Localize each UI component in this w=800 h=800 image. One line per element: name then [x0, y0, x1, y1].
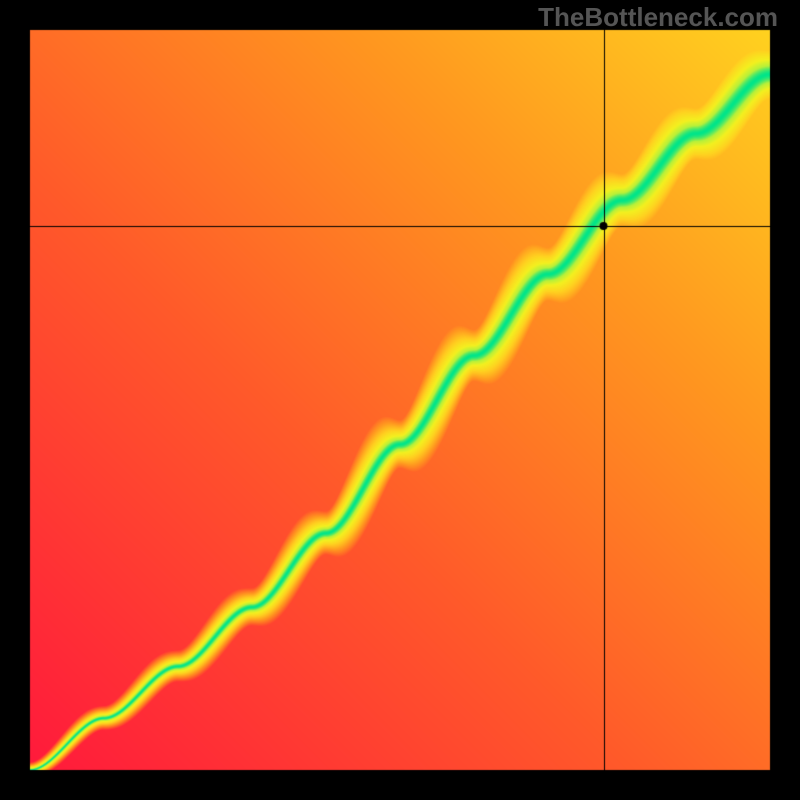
bottleneck-heatmap-canvas — [0, 0, 800, 800]
watermark-text: TheBottleneck.com — [538, 2, 778, 33]
chart-container: TheBottleneck.com — [0, 0, 800, 800]
